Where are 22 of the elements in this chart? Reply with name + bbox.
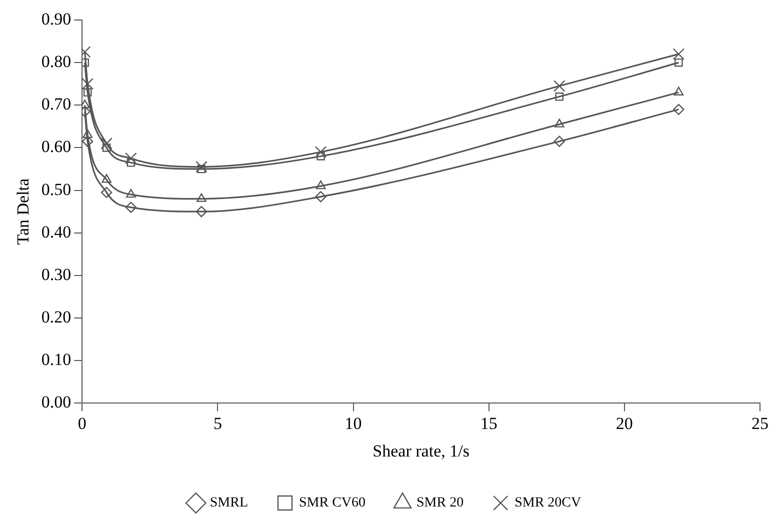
x-tick-label: 20 <box>616 414 633 433</box>
x-tick-label: 0 <box>78 414 86 433</box>
y-tick-label: 0.20 <box>41 308 72 327</box>
legend-label: SMR 20CV <box>514 496 582 511</box>
x-tick-label: 25 <box>752 414 768 433</box>
y-tick-label: 0.90 <box>41 9 72 28</box>
legend-label: SMR 20 <box>416 496 464 511</box>
y-tick-label: 0.00 <box>41 392 72 412</box>
y-axis-title: Tan Delta <box>14 178 33 245</box>
x-tick-label: 10 <box>344 414 362 433</box>
y-tick-label: 0.60 <box>41 137 72 156</box>
y-tick-label: 0.30 <box>41 264 72 284</box>
y-tick-label: 0.50 <box>41 180 72 199</box>
y-tick-label: 0.80 <box>41 52 72 72</box>
y-tick-label: 0.40 <box>41 222 72 242</box>
x-axis-title: Shear rate, 1/s <box>372 441 470 460</box>
x-tick-label: 15 <box>480 414 498 433</box>
legend-label: SMR CV60 <box>299 496 366 511</box>
legend-label: SMRL <box>210 496 248 511</box>
y-tick-label: 0.10 <box>41 350 72 370</box>
y-tick-label: 0.70 <box>41 94 72 114</box>
x-tick-label: 5 <box>213 414 222 433</box>
